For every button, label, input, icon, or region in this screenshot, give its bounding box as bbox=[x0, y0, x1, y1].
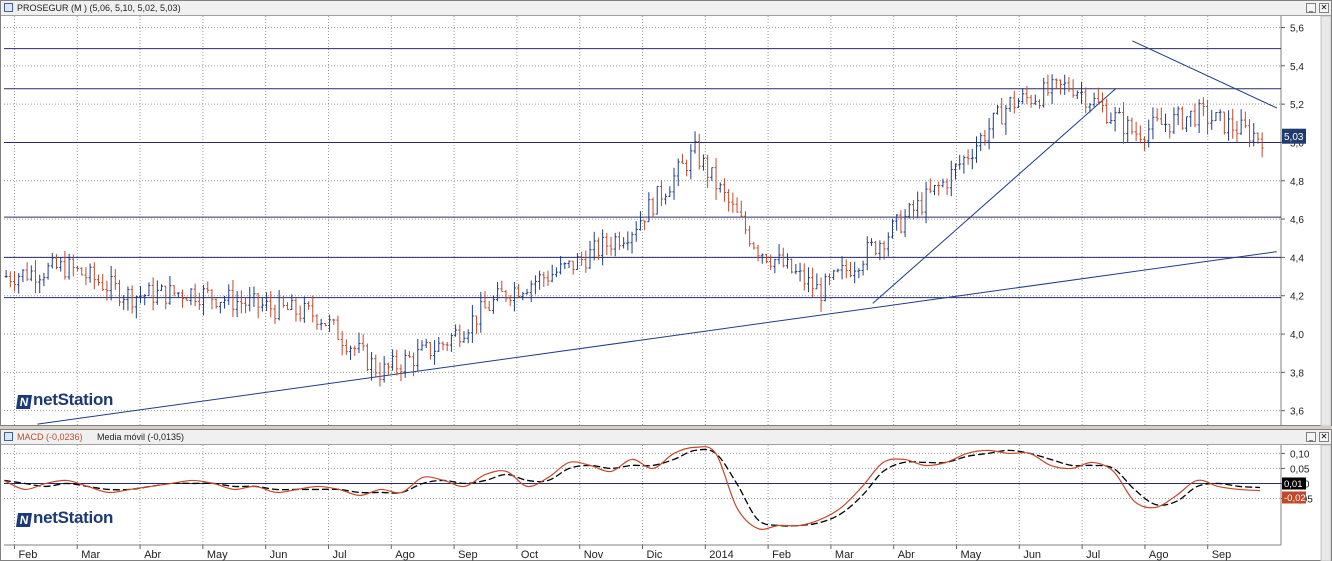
x-axis-label-may: May bbox=[207, 549, 228, 561]
price-tick-label: 4,0 bbox=[1290, 330, 1304, 341]
macd-scrollbar bbox=[1320, 445, 1331, 561]
x-axis-label-dic: Dic bbox=[647, 549, 663, 561]
x-axis-label-jul: Jul bbox=[1086, 549, 1100, 561]
x-axis-label-mar: Mar bbox=[81, 549, 100, 561]
x-axis-label-ago: Ago bbox=[395, 549, 415, 561]
x-axis-label-ago: Ago bbox=[1149, 549, 1169, 561]
macd-title-bar[interactable]: MACD (-0,0236) Media móvil (-0,0135) _ ✕ bbox=[1, 430, 1331, 445]
macd-tick-label: 0,05 bbox=[1290, 464, 1310, 475]
price-tick-label: 4,4 bbox=[1290, 253, 1304, 264]
price-tick-label: 4,8 bbox=[1290, 177, 1304, 188]
signal-value-badge bbox=[1282, 491, 1306, 504]
signal-value-badge-text: -0,02 bbox=[1284, 493, 1306, 504]
x-axis-label-may: May bbox=[961, 549, 982, 561]
price-trendline-1 bbox=[872, 88, 1116, 304]
logo-mark-icon: N bbox=[16, 513, 32, 527]
last-value-badge-text: 5,03 bbox=[1284, 132, 1304, 143]
price-tick-label: 3,8 bbox=[1290, 368, 1304, 379]
price-tick-label: 5,4 bbox=[1290, 62, 1304, 73]
close-icon[interactable]: ✕ bbox=[1319, 3, 1329, 13]
minimize-icon[interactable]: _ bbox=[1306, 432, 1316, 442]
x-axis-label-nov: Nov bbox=[584, 549, 604, 561]
x-axis-label-sep: Sep bbox=[458, 549, 478, 561]
price-trendline-2 bbox=[1132, 40, 1278, 109]
macd-line-series bbox=[3, 446, 1261, 530]
macd-value-badge bbox=[1282, 477, 1306, 490]
window-icon bbox=[4, 432, 13, 441]
price-chart-window: PROSEGUR (M ) (5,06, 5,10, 5,02, 5,03) _… bbox=[0, 0, 1332, 426]
price-title-bar[interactable]: PROSEGUR (M ) (5,06, 5,10, 5,02, 5,03) _… bbox=[1, 1, 1331, 16]
x-axis-label-abr: Abr bbox=[898, 549, 915, 561]
macd-value-badge-text: 0,01 bbox=[1284, 479, 1303, 490]
price-tick-label: 4,6 bbox=[1290, 215, 1304, 226]
window-icon bbox=[4, 3, 13, 12]
price-trendline-0 bbox=[37, 251, 1277, 425]
macd-chart: -0,050,000,050,10FebMarAbrMayJunJulAgoSe… bbox=[3, 445, 1331, 561]
price-tick-label: 5,2 bbox=[1290, 100, 1304, 111]
signal-line-series bbox=[3, 448, 1261, 527]
x-axis-label-oct: Oct bbox=[521, 549, 538, 561]
logo-text: netStation bbox=[33, 390, 114, 409]
price-scrollbar bbox=[1320, 16, 1331, 426]
close-icon[interactable]: ✕ bbox=[1319, 432, 1329, 442]
x-axis-label-2014: 2014 bbox=[709, 549, 733, 561]
price-chart: 3,6 3,8 4,0 4,2 4,4 4,6 4,8 5,0 5,2 5,4 5,6 5,03 bbox=[4, 16, 1331, 426]
logo-text: netStation bbox=[33, 508, 114, 527]
logo-mark-icon: N bbox=[16, 395, 32, 409]
macd-tick-label: 0,10 bbox=[1290, 449, 1310, 460]
price-tick-label: 5,0 bbox=[1290, 138, 1304, 149]
price-tick-label: 4,2 bbox=[1290, 292, 1304, 303]
price-tick-label: 3,6 bbox=[1290, 407, 1304, 418]
x-axis-label-abr: Abr bbox=[144, 549, 161, 561]
x-axis-label-feb: Feb bbox=[772, 549, 791, 561]
x-axis-label-feb: Feb bbox=[18, 549, 37, 561]
last-value-badge bbox=[1282, 128, 1306, 144]
x-axis-label-mar: Mar bbox=[835, 549, 854, 561]
x-axis-label-sep: Sep bbox=[1212, 549, 1232, 561]
x-axis-label-jul: Jul bbox=[332, 549, 346, 561]
minimize-icon[interactable]: _ bbox=[1306, 3, 1316, 13]
x-axis-label-jun: Jun bbox=[1023, 549, 1041, 561]
price-chart-title: PROSEGUR (M ) (5,06, 5,10, 5,02, 5,03) bbox=[17, 3, 181, 13]
price-tick-label: 5,6 bbox=[1290, 23, 1304, 34]
signal-title: Media móvil (-0,0135) bbox=[97, 432, 185, 442]
macd-chart-window: MACD (-0,0236) Media móvil (-0,0135) _ ✕… bbox=[0, 429, 1332, 561]
x-axis-label-jun: Jun bbox=[270, 549, 288, 561]
macd-title: MACD (-0,0236) bbox=[17, 432, 83, 442]
